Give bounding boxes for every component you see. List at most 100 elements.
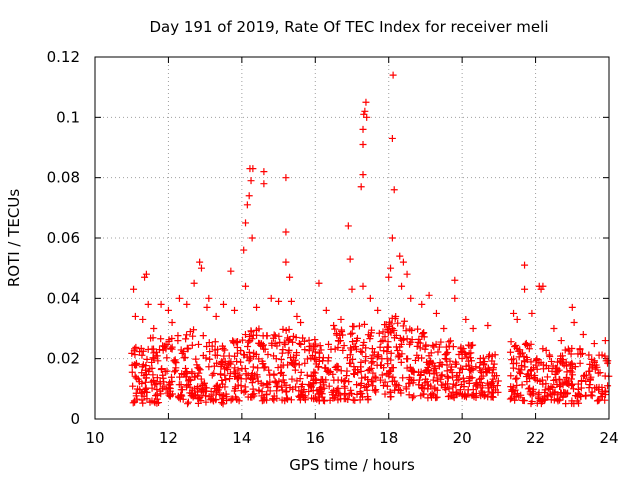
data-point	[371, 386, 379, 394]
data-point	[385, 273, 393, 281]
data-point	[358, 390, 366, 398]
data-point	[462, 362, 470, 370]
data-point	[563, 375, 571, 383]
data-point	[148, 345, 156, 353]
data-point	[464, 341, 472, 349]
data-point	[434, 348, 442, 356]
y-tick-label: 0.06	[47, 229, 80, 247]
data-point	[333, 362, 341, 370]
data-point	[387, 329, 395, 337]
data-point	[168, 373, 176, 381]
data-point	[255, 387, 263, 395]
data-point	[557, 337, 565, 345]
data-point	[214, 345, 222, 353]
data-point	[147, 334, 155, 342]
data-point	[411, 356, 419, 364]
data-point	[516, 370, 524, 378]
data-point	[437, 372, 445, 380]
data-point	[386, 393, 394, 401]
data-point	[388, 364, 396, 372]
data-point	[241, 331, 249, 339]
data-point	[349, 322, 357, 330]
data-point	[340, 342, 348, 350]
data-point	[163, 367, 171, 375]
data-point	[391, 377, 399, 385]
data-point	[317, 389, 325, 397]
x-tick-labels: 10 12 14 16 18 20 22 24	[85, 429, 618, 447]
data-point	[515, 353, 523, 361]
data-point	[307, 354, 315, 362]
data-point	[477, 392, 485, 400]
data-point	[586, 376, 594, 384]
data-point	[363, 386, 371, 394]
data-point	[190, 279, 198, 287]
data-point	[387, 264, 395, 272]
data-point	[381, 390, 389, 398]
data-point	[553, 381, 561, 389]
data-point	[363, 113, 371, 121]
data-point	[209, 391, 217, 399]
data-point	[460, 383, 468, 391]
data-point	[283, 387, 291, 395]
data-point	[312, 376, 320, 384]
data-point	[172, 366, 180, 374]
data-point	[481, 358, 489, 366]
data-point	[311, 336, 319, 344]
data-point	[208, 371, 216, 379]
data-point	[559, 359, 567, 367]
data-point	[346, 255, 354, 263]
data-point	[378, 371, 386, 379]
data-point	[273, 342, 281, 350]
data-point	[547, 357, 555, 365]
data-point	[557, 352, 565, 360]
data-point	[239, 336, 247, 344]
data-point	[420, 333, 428, 341]
data-point	[371, 373, 379, 381]
data-point	[196, 258, 204, 266]
data-point	[143, 388, 151, 396]
data-point	[196, 366, 204, 374]
data-point	[139, 361, 147, 369]
data-point	[435, 362, 443, 370]
data-point	[444, 380, 452, 388]
data-point	[512, 341, 520, 349]
data-point	[569, 385, 577, 393]
data-point	[133, 395, 141, 403]
data-point	[305, 388, 313, 396]
data-point	[129, 382, 137, 390]
x-tick-label: 14	[232, 429, 251, 447]
data-point	[405, 391, 413, 399]
data-point	[186, 375, 194, 383]
data-point	[149, 354, 157, 362]
data-point	[167, 345, 175, 353]
data-point	[203, 303, 211, 311]
data-point	[329, 370, 337, 378]
data-point	[253, 331, 261, 339]
data-point	[440, 325, 448, 332]
data-point	[233, 374, 241, 382]
data-point	[529, 385, 537, 393]
data-point	[297, 368, 305, 376]
data-point	[285, 337, 293, 345]
data-point	[308, 383, 316, 391]
grid-lines	[95, 57, 609, 419]
data-point	[387, 356, 395, 364]
data-point	[542, 346, 550, 354]
data-point	[211, 385, 219, 393]
data-point	[379, 381, 387, 389]
data-point	[407, 338, 415, 346]
data-point	[153, 386, 161, 394]
data-point	[381, 321, 389, 329]
data-point	[279, 376, 287, 384]
data-point	[157, 335, 165, 343]
data-point	[297, 391, 305, 399]
data-points	[128, 71, 613, 408]
plot-frame	[94, 56, 610, 420]
data-point	[193, 361, 201, 369]
data-point	[399, 374, 407, 382]
data-point	[220, 300, 227, 308]
data-point	[144, 300, 152, 308]
data-point	[432, 309, 440, 317]
data-point	[270, 392, 278, 400]
data-point	[383, 348, 391, 356]
